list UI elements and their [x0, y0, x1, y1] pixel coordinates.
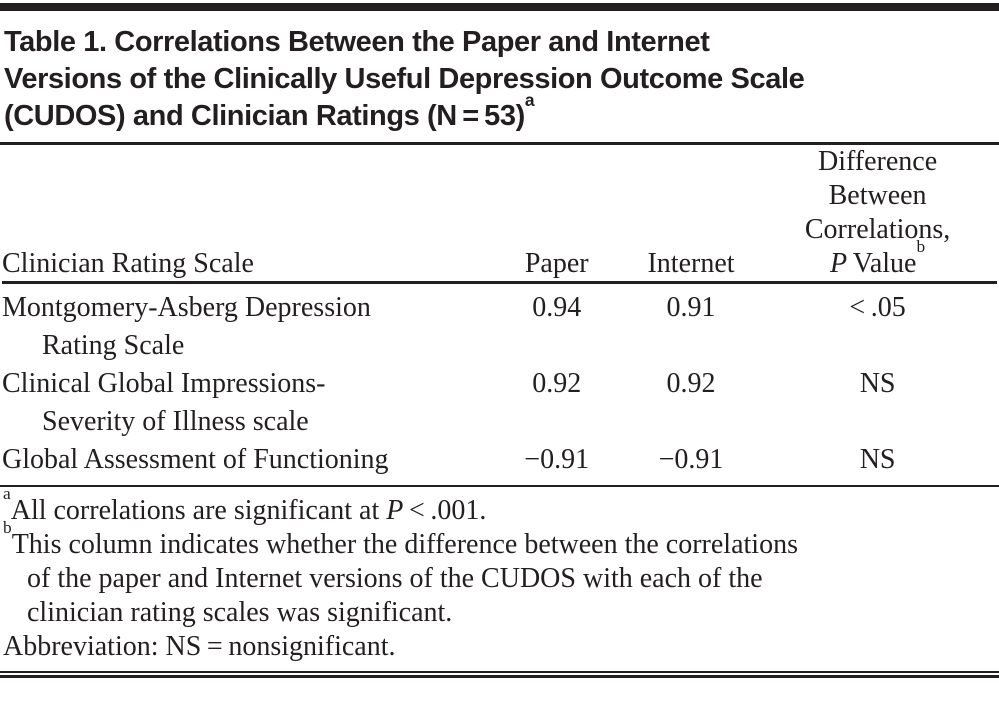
- row-gaf-paper-value: −0.91: [524, 444, 590, 475]
- table-row: Montgomery-Asberg Depression Rating Scal…: [2, 283, 997, 366]
- p-symbol: P: [830, 248, 848, 279]
- row-cgi-p-value: NS: [859, 368, 896, 399]
- header-internet: Internet: [647, 248, 735, 279]
- footnote-a: aAll correlations are significant at P <…: [3, 485, 995, 528]
- footnote-a-text: All correlations are significant at: [10, 495, 387, 526]
- row-madrs-internet-value: 0.91: [666, 292, 716, 323]
- correlations-table: Clinician Rating Scale Paper Internet Di…: [2, 145, 997, 485]
- footnotes: aAll correlations are significant at P <…: [0, 485, 999, 664]
- table-title-line2: Versions of the Clinically Useful Depres…: [4, 63, 805, 95]
- row-cgi-line1: Clinical Global Impressions-: [2, 368, 326, 399]
- row-cgi-scale: Clinical Global Impressions- Severity of…: [2, 365, 490, 441]
- p-value-label: Value: [847, 248, 917, 279]
- footnote-b-marker: b: [3, 518, 12, 538]
- table-header: Clinician Rating Scale Paper Internet Di…: [2, 145, 997, 283]
- table-body: Montgomery-Asberg Depression Rating Scal…: [2, 283, 997, 486]
- footnote-b-line2: of the paper and Internet versions of th…: [27, 563, 763, 594]
- title-separator-rule: [0, 142, 999, 145]
- row-cgi-internet-value: 0.92: [666, 368, 716, 399]
- row-cgi-paper-value: 0.92: [532, 368, 582, 399]
- p-symbol: P: [386, 495, 404, 526]
- footnote-a-text-end: < .001.: [403, 495, 487, 526]
- row-madrs-line1: Montgomery-Asberg Depression: [2, 292, 371, 323]
- row-gaf-scale: Global Assessment of Functioning: [2, 444, 389, 475]
- header-difference-line1: Difference: [817, 146, 938, 177]
- table-row: Global Assessment of Functioning −0.91 −…: [2, 441, 997, 485]
- header-difference-line2: Between: [828, 180, 927, 211]
- row-gaf-p-value: NS: [859, 444, 896, 475]
- table-title-line3: (CUDOS) and Clinician Ratings (N = 53): [4, 100, 525, 132]
- table-title-footnote-marker: a: [524, 89, 535, 110]
- header-difference-p-value: Difference Between Correlations, P Value…: [758, 145, 997, 283]
- table-header-row: Clinician Rating Scale Paper Internet Di…: [2, 145, 997, 283]
- bottom-double-rule: [0, 671, 999, 678]
- p-value-footnote-marker: b: [916, 237, 926, 257]
- row-cgi-line2: Severity of Illness scale: [42, 406, 309, 437]
- row-madrs-line2: Rating Scale: [42, 330, 185, 361]
- row-madrs-p-value: < .05: [849, 292, 906, 323]
- header-clinician-rating-scale: Clinician Rating Scale: [2, 248, 254, 279]
- abbreviation-note: Abbreviation: NS = nonsignificant.: [3, 631, 396, 662]
- top-rule: [0, 3, 999, 11]
- row-madrs-paper-value: 0.94: [532, 292, 582, 323]
- table-title-line1: Table 1. Correlations Between the Paper …: [4, 26, 710, 58]
- table-row: Clinical Global Impressions- Severity of…: [2, 365, 997, 441]
- header-difference-line3: Correlations,: [804, 214, 951, 245]
- footnote-b: bThis column indicates whether the diffe…: [3, 519, 995, 562]
- body-footnote-separator-rule: [0, 485, 999, 487]
- row-gaf-internet-value: −0.91: [658, 444, 724, 475]
- header-paper: Paper: [524, 248, 589, 279]
- footnote-b-line3: clinician rating scales was significant.: [27, 597, 453, 628]
- footnote-a-marker: a: [3, 484, 11, 504]
- table-title: Table 1. Correlations Between the Paper …: [0, 11, 999, 135]
- footnote-b-line1: This column indicates whether the differ…: [11, 529, 798, 560]
- row-madrs-scale: Montgomery-Asberg Depression Rating Scal…: [2, 283, 490, 366]
- header-p-value: P Valueb: [758, 238, 997, 281]
